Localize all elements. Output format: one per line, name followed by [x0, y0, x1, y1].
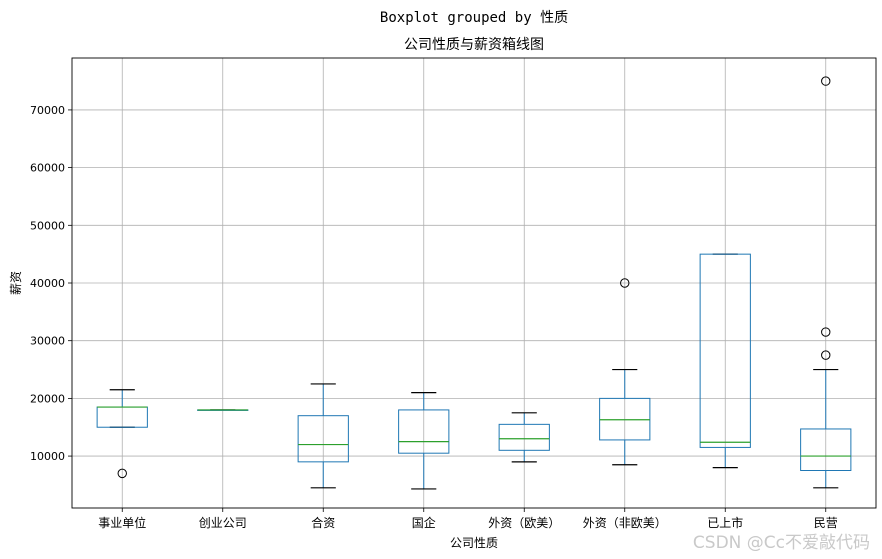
x-tick-label: 事业单位	[98, 515, 146, 530]
box-iqr	[297, 415, 349, 463]
outlier-point	[821, 327, 831, 337]
y-tick-label: 20000	[30, 392, 65, 405]
box-iqr	[699, 253, 751, 448]
x-tick-label: 合资	[311, 515, 335, 530]
y-axis-label: 薪资	[9, 271, 23, 295]
box-iqr	[498, 423, 550, 451]
chart-suptitle: Boxplot grouped by 性质	[380, 10, 568, 26]
box-iqr	[398, 409, 450, 454]
x-tick-label: 国企	[412, 515, 436, 530]
x-tick-label: 已上市	[707, 515, 743, 530]
y-tick-label: 10000	[30, 450, 65, 463]
y-tick-label: 50000	[30, 219, 65, 232]
outlier-point	[117, 468, 127, 479]
x-tick-label: 创业公司	[199, 516, 247, 530]
chart-title: 公司性质与薪资箱线图	[404, 37, 544, 53]
outlier-point	[620, 278, 630, 288]
box-iqr	[800, 428, 852, 472]
outlier-point	[821, 350, 831, 360]
outlier-point	[821, 76, 831, 86]
y-tick-label: 30000	[30, 335, 65, 348]
y-tick-label: 40000	[30, 277, 65, 290]
y-tick-label: 70000	[30, 104, 65, 117]
x-axis-label: 公司性质	[450, 536, 498, 550]
x-tick-label: 外资（欧美）	[488, 516, 560, 530]
y-tick-label: 60000	[30, 162, 65, 175]
plot-frame	[71, 57, 877, 509]
watermark: CSDN @Cc不爱敲代码	[692, 533, 870, 553]
x-tick-label: 民营	[814, 516, 838, 530]
x-tick-label: 外资（非欧美）	[583, 516, 667, 530]
